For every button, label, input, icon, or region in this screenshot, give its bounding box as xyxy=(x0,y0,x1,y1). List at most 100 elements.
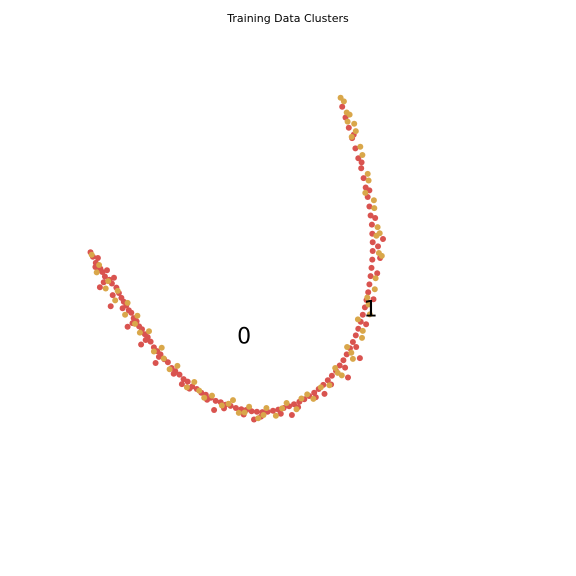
scatter-point xyxy=(101,273,108,280)
scatter-point xyxy=(311,389,318,396)
scatter-point xyxy=(279,405,286,412)
scatter-point xyxy=(93,269,100,276)
scatter-point xyxy=(96,262,103,268)
scatter-point xyxy=(346,111,353,118)
scatter-point xyxy=(372,275,379,282)
scatter-point xyxy=(372,215,379,221)
scatter-point xyxy=(352,145,359,152)
scatter-point xyxy=(366,203,373,210)
scatter-point xyxy=(351,120,358,127)
scatter-point xyxy=(349,355,356,362)
scatter-point xyxy=(369,248,376,254)
scatter-point xyxy=(112,297,119,304)
scatter-point xyxy=(107,303,114,310)
scatter-point xyxy=(365,289,372,296)
scatter-point xyxy=(136,329,143,336)
scatter-point xyxy=(176,371,183,378)
scatter-point xyxy=(183,384,190,391)
scatter-point xyxy=(122,311,129,318)
scatter-point xyxy=(119,305,126,312)
scatter-point xyxy=(370,296,377,303)
scatter-point xyxy=(102,285,109,292)
scatter-point xyxy=(142,337,149,343)
scatter-point xyxy=(293,406,300,413)
scatter-point xyxy=(283,400,290,406)
scatter-point xyxy=(146,328,152,335)
scatter-point xyxy=(367,273,374,280)
scatter-point xyxy=(255,415,262,422)
scatter-point xyxy=(332,365,339,371)
scatter-point xyxy=(321,390,328,397)
scatter-point xyxy=(355,155,362,162)
scatter-point xyxy=(277,410,284,417)
scatter-point xyxy=(232,405,239,411)
scatter-point xyxy=(111,274,117,281)
scatter-point xyxy=(178,381,185,388)
scatter-point xyxy=(345,124,352,131)
scatter-point xyxy=(375,243,381,250)
scatter-point xyxy=(337,94,344,101)
scatter-point xyxy=(368,264,375,271)
scatter-point xyxy=(88,251,95,258)
scatter-point xyxy=(376,230,383,237)
scatter-point xyxy=(155,353,162,360)
scatter-point xyxy=(354,316,361,323)
scatter-point xyxy=(263,405,270,411)
scatter-point xyxy=(164,359,171,366)
scatter-point xyxy=(324,377,331,384)
scatter-point xyxy=(364,170,371,177)
scatter-point xyxy=(124,323,131,330)
scatter-point xyxy=(105,278,112,285)
scatter-point xyxy=(158,344,165,351)
scatter-point xyxy=(109,292,116,299)
scatter-point xyxy=(209,392,215,399)
scatter-point xyxy=(360,175,367,182)
scatter-point xyxy=(352,128,359,135)
scatter-point xyxy=(338,372,345,379)
annotation-layer: 01 xyxy=(237,298,378,350)
scatter-point xyxy=(369,256,376,263)
scatter-point xyxy=(260,412,267,418)
scatter-point xyxy=(100,279,107,286)
scatter-point xyxy=(371,205,378,212)
scatter-point xyxy=(160,355,167,362)
scatter-point xyxy=(152,360,159,366)
scatter-point xyxy=(359,334,365,341)
scatter-point xyxy=(353,344,360,350)
scatter-point xyxy=(184,378,191,385)
scatter-point xyxy=(212,397,219,404)
scatter-point xyxy=(304,391,311,398)
scatter-point xyxy=(359,152,366,158)
scatter-point xyxy=(380,236,386,242)
scatter-point xyxy=(366,311,373,318)
scatter-point xyxy=(348,133,355,140)
scatter-point xyxy=(339,103,346,110)
scatter-point xyxy=(94,255,101,261)
scatter-point xyxy=(96,284,103,291)
scatter-point xyxy=(288,412,295,418)
scatter-point xyxy=(370,197,377,204)
scatter-point xyxy=(340,357,347,364)
scatter-point xyxy=(235,409,242,416)
points-layer xyxy=(87,94,386,423)
scatter-point xyxy=(374,224,381,231)
scatter-point xyxy=(343,351,350,358)
scatter-point xyxy=(191,379,198,385)
scatter-point xyxy=(349,339,356,345)
scatter-point xyxy=(378,252,385,259)
scatter-point xyxy=(355,325,362,332)
scatter-point xyxy=(342,364,349,371)
scatter-point xyxy=(363,321,370,328)
scatter-point xyxy=(230,397,236,404)
chart-title: Training Data Clusters xyxy=(226,12,349,25)
scatter-point xyxy=(359,311,366,318)
scatter-point xyxy=(328,372,335,379)
scatter-point xyxy=(365,177,372,184)
scatter-point xyxy=(345,374,351,381)
scatter-point xyxy=(344,118,351,125)
scatter-point xyxy=(104,267,110,274)
scatter-point xyxy=(241,409,248,416)
scatter-point xyxy=(317,384,324,391)
scatter-point xyxy=(348,349,355,356)
